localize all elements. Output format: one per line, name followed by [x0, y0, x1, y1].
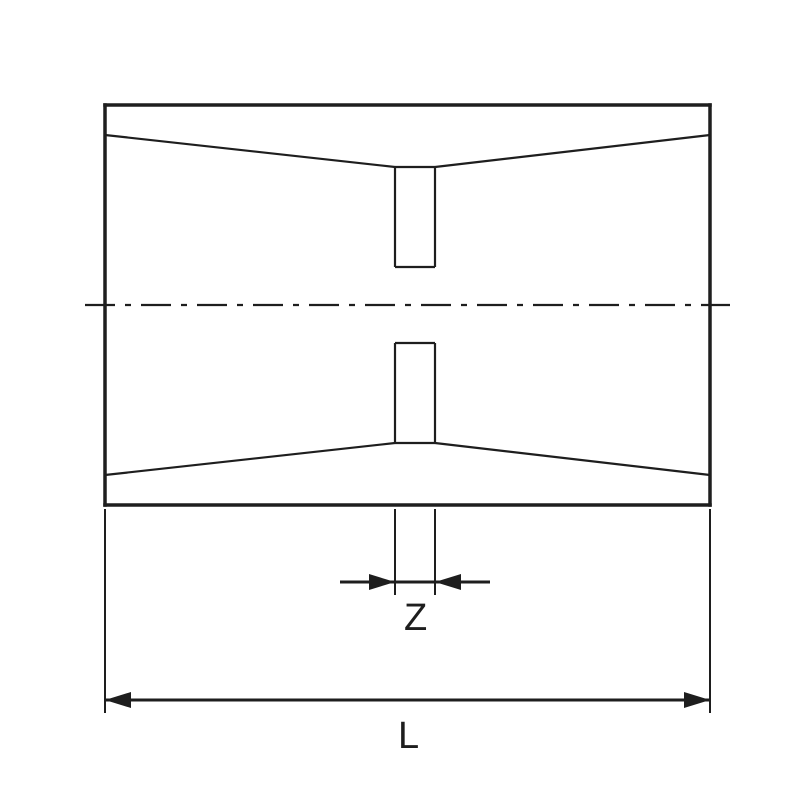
dimension-label-z: Z	[404, 597, 427, 639]
dimension-label-l: L	[398, 715, 419, 757]
technical-drawing: ZL	[0, 0, 800, 800]
